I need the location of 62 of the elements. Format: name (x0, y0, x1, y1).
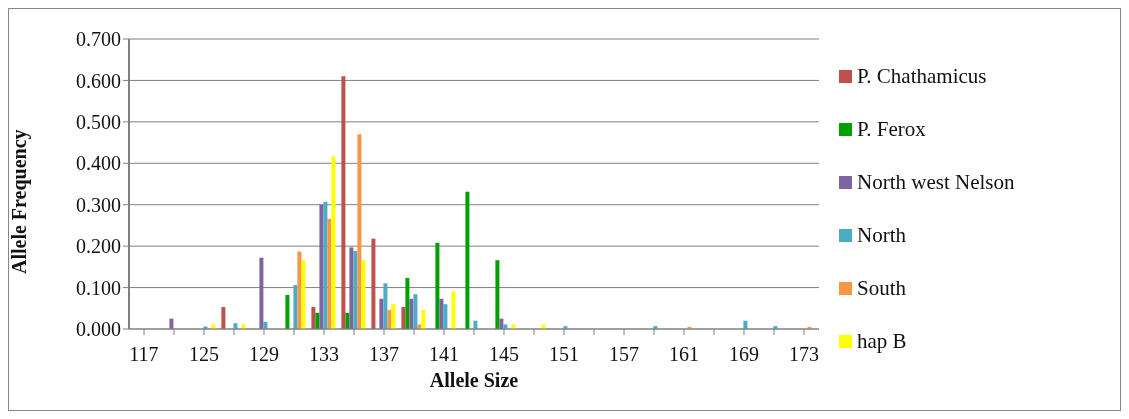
bar (391, 304, 396, 329)
bar (435, 242, 440, 329)
y-tick-label: 0.400 (76, 152, 121, 175)
bar (371, 238, 376, 329)
bar (327, 218, 332, 329)
x-tick-label: 141 (429, 343, 459, 366)
x-tick-label: 173 (789, 343, 819, 366)
bar (401, 307, 406, 329)
y-tick-label: 0.300 (76, 193, 121, 216)
legend-label: North (857, 223, 906, 248)
bar (495, 260, 500, 329)
legend-label: P. Chathamicus (857, 64, 987, 89)
legend-label: North west Nelson (857, 170, 1015, 195)
bar (451, 291, 456, 329)
y-tick-label: 0.700 (76, 28, 121, 51)
y-tick-label: 0.500 (76, 110, 121, 133)
x-axis-title: Allele Size (429, 369, 519, 391)
y-tick-label: 0.600 (76, 69, 121, 92)
bar (349, 247, 354, 329)
bar (357, 134, 362, 329)
x-tick-label: 129 (249, 343, 279, 366)
y-tick-label: 0.200 (76, 235, 121, 258)
bar (319, 204, 324, 329)
y-tick-label: 0.000 (76, 318, 121, 341)
bar (345, 312, 350, 329)
x-tick-label: 133 (309, 343, 339, 366)
bar (259, 257, 264, 329)
bar (405, 278, 410, 329)
bar (439, 298, 444, 329)
x-tick-label: 151 (549, 343, 579, 366)
bar (387, 309, 392, 329)
bar (361, 260, 366, 329)
legend-label: hap B (857, 329, 907, 354)
bar (331, 156, 336, 329)
bar (413, 294, 418, 329)
bar (353, 251, 358, 329)
bar (443, 304, 448, 329)
bar (323, 201, 328, 329)
bar (341, 76, 346, 329)
y-axis-title: Allele Frequency (8, 129, 32, 274)
bar (421, 309, 426, 329)
x-tick-label: 125 (189, 343, 219, 366)
bar (285, 295, 290, 329)
bar (301, 260, 306, 329)
bar (383, 283, 388, 329)
bar (465, 191, 470, 329)
y-tick-label: 0.100 (76, 276, 121, 299)
x-tick-label: 137 (369, 343, 399, 366)
legend-label: P. Ferox (857, 117, 926, 142)
x-tick-label: 161 (669, 343, 699, 366)
x-tick-label: 169 (729, 343, 759, 366)
bar (409, 298, 414, 329)
x-tick-label: 117 (129, 343, 159, 366)
bar (315, 312, 320, 329)
bar (221, 307, 226, 329)
bar (297, 251, 302, 329)
bar (293, 285, 298, 329)
bar (379, 298, 384, 329)
x-tick-label: 145 (489, 343, 519, 366)
bar (311, 307, 316, 329)
x-tick-label: 157 (609, 343, 639, 366)
legend-label: South (857, 276, 907, 301)
